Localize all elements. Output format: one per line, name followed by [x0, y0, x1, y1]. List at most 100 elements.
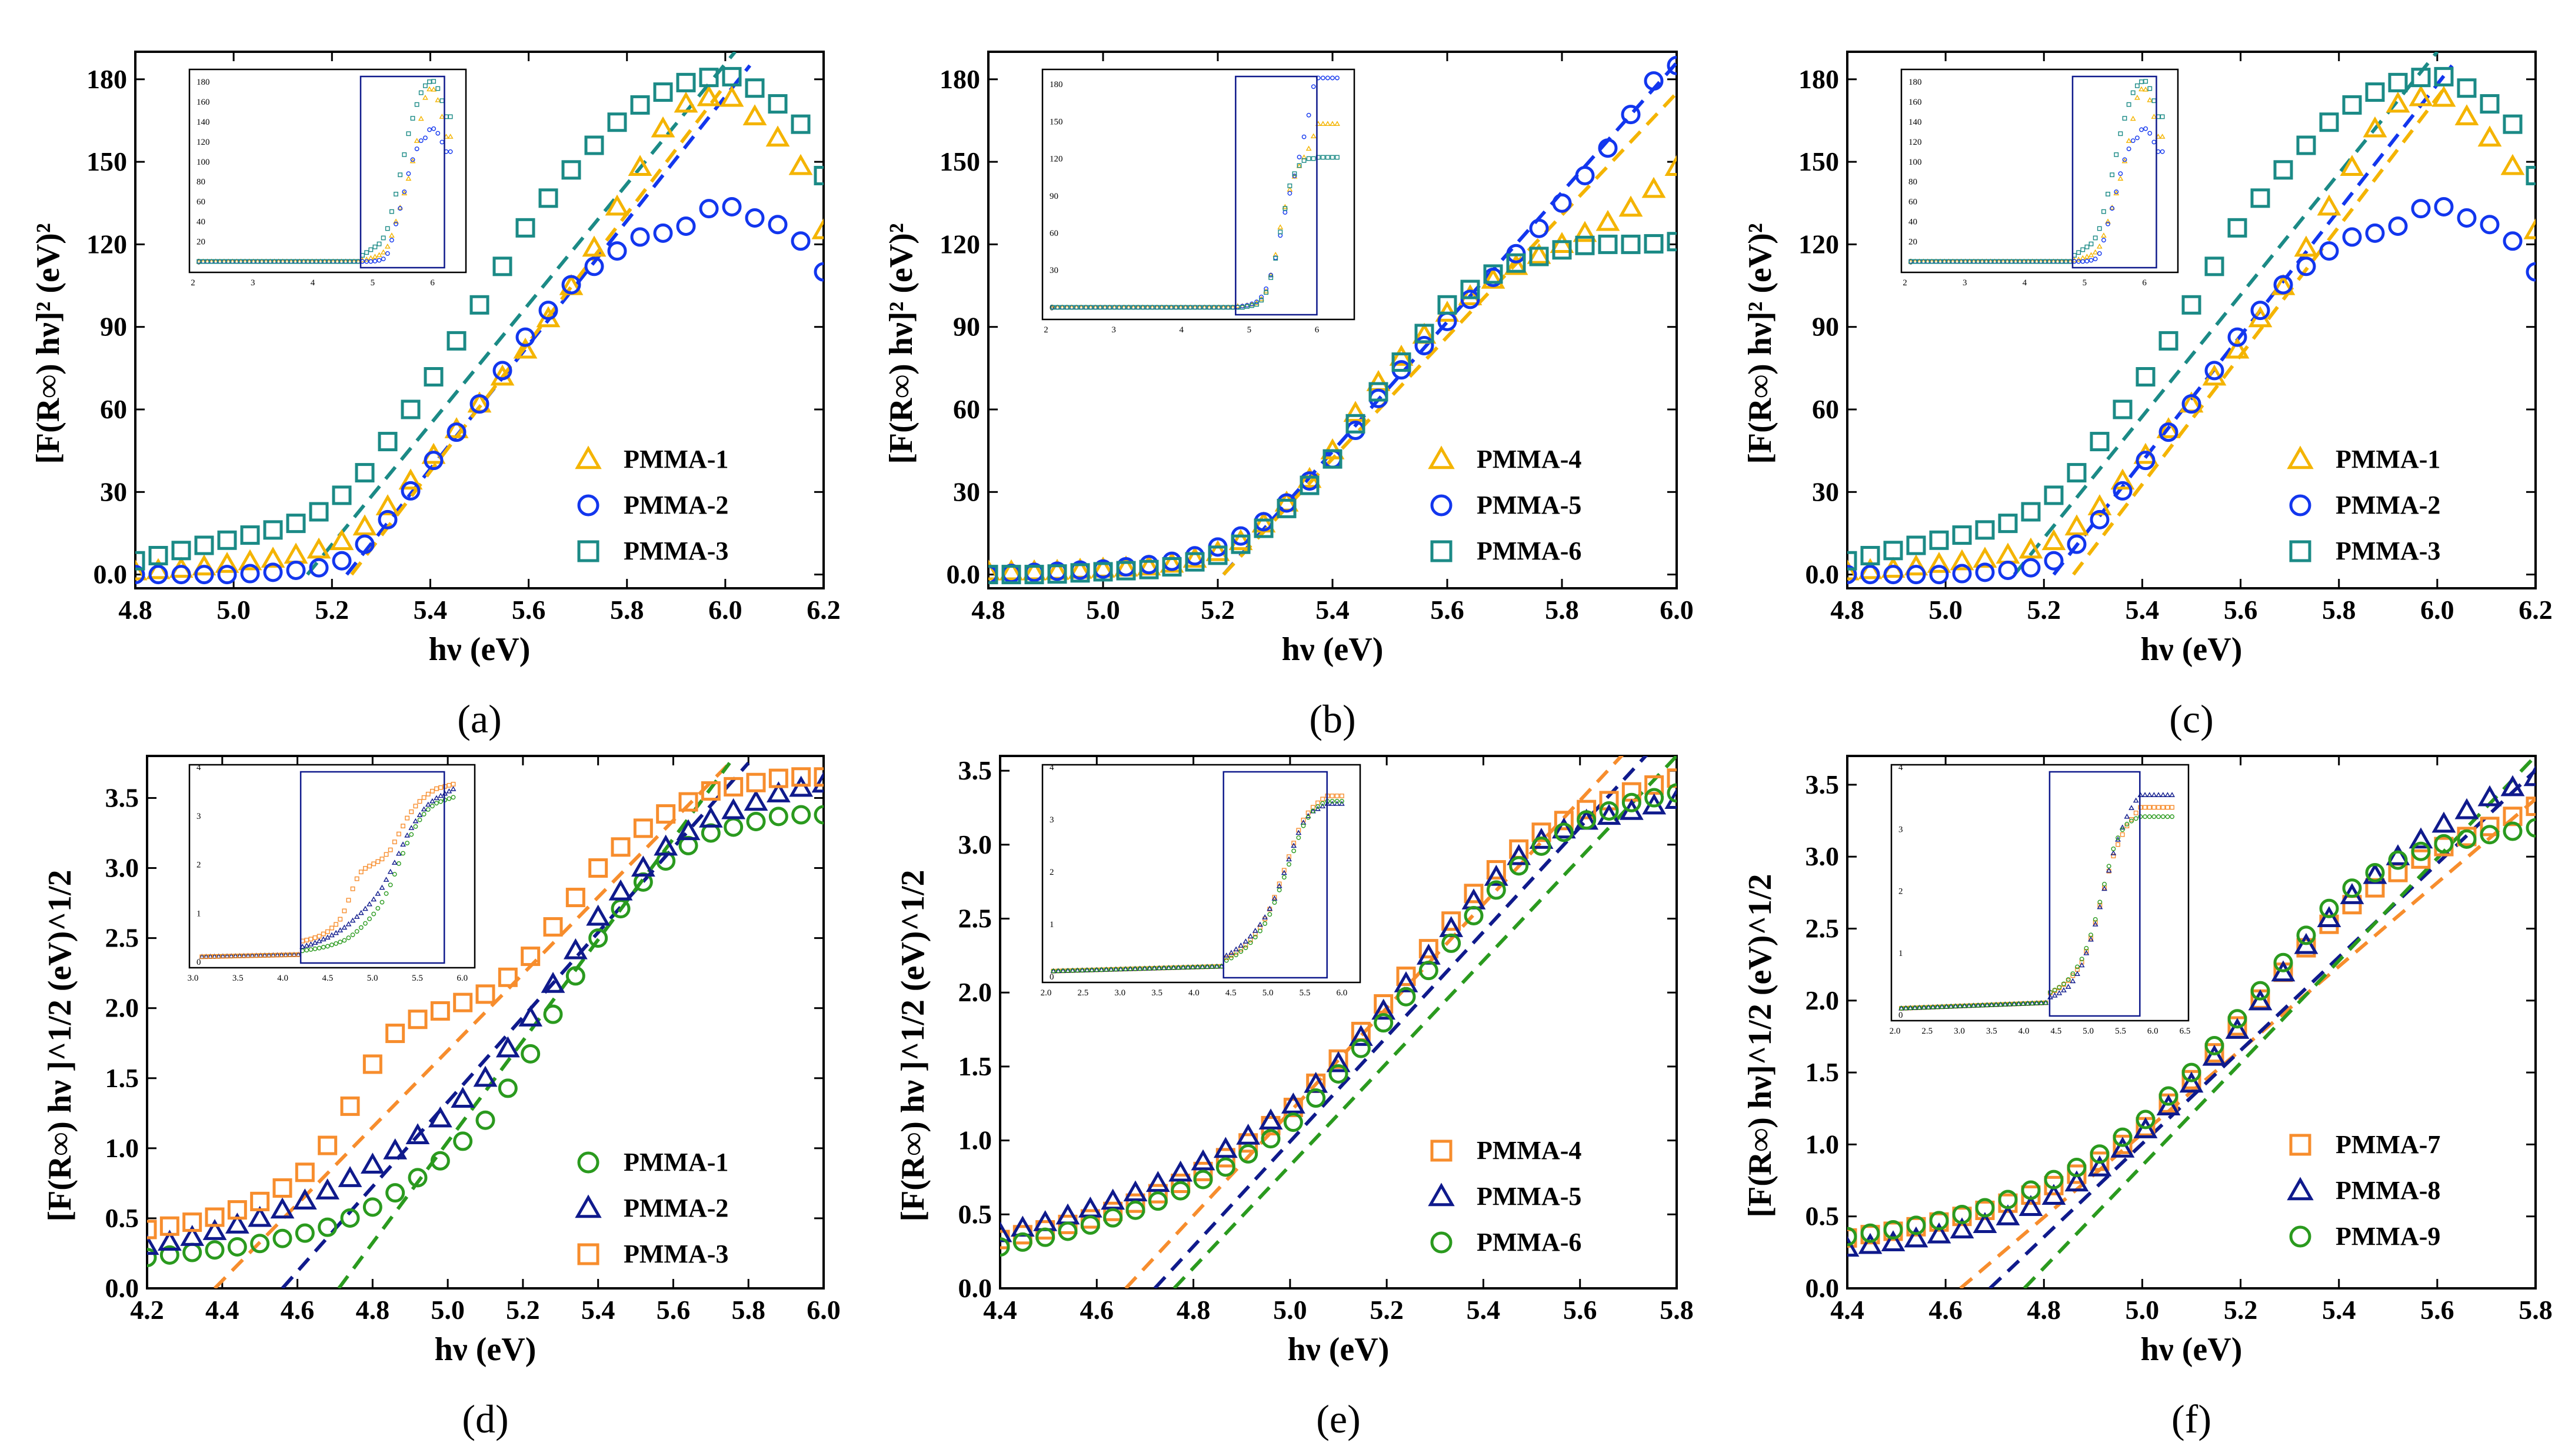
inset-x-tick-label: 6	[2142, 278, 2147, 288]
inset-point	[2043, 1000, 2048, 1005]
inset-point	[2151, 814, 2157, 819]
inset-point	[367, 917, 372, 921]
inset-point	[385, 251, 390, 256]
inset-point	[2106, 192, 2110, 196]
data-point	[588, 858, 608, 878]
data-point	[678, 792, 698, 812]
data-point	[2457, 208, 2477, 228]
data-point	[745, 208, 765, 228]
inset-point	[372, 258, 378, 264]
inset-point	[2156, 805, 2161, 810]
inset-point	[204, 954, 209, 959]
inset-x-tick-label: 5.5	[2115, 1027, 2126, 1036]
inset-point	[2110, 206, 2115, 211]
inset-point	[391, 859, 398, 865]
data-point	[1998, 560, 2018, 580]
x-tick-label: 5.6	[512, 595, 546, 625]
x-tick-label: 5.6	[657, 1295, 691, 1325]
data-point	[1080, 1215, 1100, 1235]
data-point	[492, 361, 512, 381]
data-markers	[147, 767, 824, 1268]
inset-point	[379, 899, 385, 905]
y-tick-label: 0.5	[1806, 1201, 1840, 1231]
inset-point	[389, 232, 395, 238]
data-point	[1437, 295, 1457, 315]
data-point	[451, 1087, 475, 1108]
inset-point	[1925, 259, 1930, 264]
inset-point	[1242, 938, 1249, 944]
data-point	[521, 1044, 541, 1064]
inset-point	[1330, 121, 1335, 126]
data-point	[1345, 414, 1365, 434]
data-point	[147, 1220, 157, 1240]
data-point	[2526, 262, 2536, 282]
inset-point	[435, 86, 441, 91]
data-point	[1366, 370, 1391, 391]
data-point	[1667, 783, 1677, 803]
inset-y-tick-label: 1	[1898, 949, 1903, 958]
data-point	[1504, 254, 1528, 275]
inset-point	[2021, 1001, 2026, 1006]
inset-point	[199, 954, 205, 959]
data-point	[1035, 1227, 1055, 1247]
inset-y-tick-label: 30	[1050, 266, 1058, 275]
inset-point	[259, 259, 264, 264]
inset-point	[431, 126, 437, 131]
data-point	[2087, 494, 2112, 515]
inset-point	[1200, 964, 1205, 969]
data-point	[1577, 810, 1597, 830]
inset-point	[397, 204, 404, 210]
inset-point	[2066, 977, 2071, 982]
inset-point	[342, 938, 347, 943]
inset-point	[2026, 259, 2031, 264]
inset-point	[1988, 259, 1993, 264]
data-point	[1904, 554, 1928, 576]
inset-point	[1301, 823, 1306, 828]
inset-point	[383, 877, 389, 882]
inset-point	[1305, 145, 1312, 151]
inset-point	[1958, 259, 1964, 264]
inset-point	[1287, 862, 1291, 867]
inset-point	[2092, 249, 2098, 255]
data-point	[1148, 1184, 1168, 1204]
inset-point	[385, 226, 390, 231]
data-point	[1575, 165, 1595, 185]
inset-point	[2164, 792, 2171, 797]
y-tick-label: 3.5	[1806, 769, 1840, 799]
data-point	[584, 135, 604, 155]
inset-point	[350, 886, 355, 891]
inset-point	[2117, 175, 2124, 181]
data-point	[2179, 1071, 2204, 1093]
inset-point	[2088, 241, 2094, 246]
data-point	[1464, 906, 1484, 925]
inset-point	[1102, 305, 1108, 310]
inset-point	[1984, 259, 1989, 264]
data-point	[1351, 1038, 1371, 1058]
inset-point	[1320, 155, 1325, 160]
data-point	[383, 1138, 408, 1160]
data-point	[340, 1208, 360, 1228]
inset-point	[2114, 152, 2119, 157]
inset-point	[1166, 965, 1171, 971]
inset-point	[2076, 250, 2081, 255]
inset-point	[2003, 1002, 2008, 1007]
inset-point	[2097, 251, 2102, 256]
inset-point	[1917, 259, 1922, 264]
inset-point	[2119, 824, 2126, 830]
inset-point	[1268, 272, 1274, 278]
inset-point	[2001, 259, 2006, 264]
legend: PMMA-1 PMMA-2 PMMA-3	[575, 1148, 728, 1268]
inset-y-tick-label: 4	[196, 763, 201, 772]
x-tick-label: 5.8	[731, 1295, 765, 1325]
data-point	[238, 549, 262, 571]
inset-point	[1267, 912, 1272, 917]
inset-point	[2170, 814, 2174, 819]
inset-point	[1098, 305, 1102, 310]
data-point	[2526, 797, 2536, 817]
inset-y-tick-label: 1	[1050, 920, 1054, 929]
fit-line	[306, 52, 737, 576]
data-point	[1950, 1217, 1974, 1239]
data-point	[2136, 1110, 2156, 1130]
inset-point	[2013, 259, 2018, 264]
inset-point	[2097, 902, 2103, 908]
